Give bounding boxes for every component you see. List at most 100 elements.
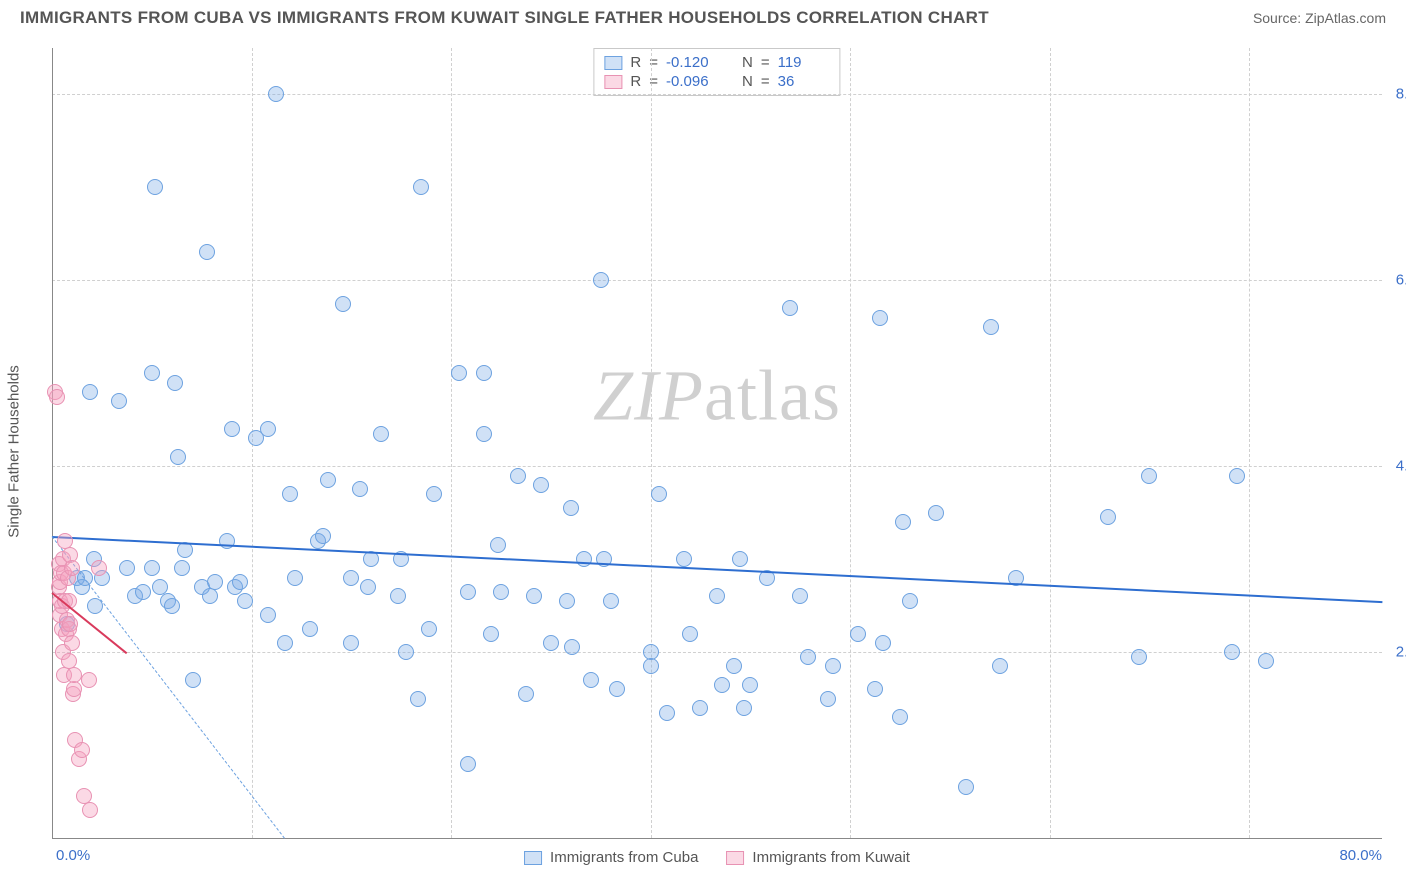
scatter-point bbox=[603, 593, 619, 609]
scatter-point bbox=[895, 514, 911, 530]
scatter-point bbox=[476, 365, 492, 381]
scatter-point bbox=[119, 560, 135, 576]
gridline-vertical bbox=[451, 48, 452, 838]
legend-n-value: 119 bbox=[778, 54, 830, 71]
scatter-point bbox=[91, 560, 107, 576]
scatter-point bbox=[460, 756, 476, 772]
scatter-point bbox=[170, 449, 186, 465]
scatter-point bbox=[343, 635, 359, 651]
legend-swatch bbox=[726, 851, 744, 865]
scatter-point bbox=[174, 560, 190, 576]
scatter-point bbox=[682, 626, 698, 642]
scatter-point bbox=[983, 319, 999, 335]
scatter-point bbox=[476, 426, 492, 442]
scatter-point bbox=[543, 635, 559, 651]
scatter-point bbox=[135, 584, 151, 600]
scatter-point bbox=[315, 528, 331, 544]
gridline-vertical bbox=[1050, 48, 1051, 838]
scatter-point bbox=[62, 616, 78, 632]
scatter-point bbox=[302, 621, 318, 637]
gridline-vertical bbox=[1249, 48, 1250, 838]
scatter-point bbox=[64, 635, 80, 651]
legend-correlation-row: R=-0.120N=119 bbox=[604, 53, 829, 72]
scatter-point bbox=[287, 570, 303, 586]
legend-correlation: R=-0.120N=119R=-0.096N=36 bbox=[593, 48, 840, 96]
legend-series-label: Immigrants from Cuba bbox=[550, 849, 698, 866]
scatter-point bbox=[82, 384, 98, 400]
y-tick-label: 2.0% bbox=[1396, 644, 1406, 661]
scatter-point bbox=[875, 635, 891, 651]
scatter-point bbox=[1131, 649, 1147, 665]
scatter-point bbox=[199, 244, 215, 260]
scatter-point bbox=[609, 681, 625, 697]
scatter-point bbox=[992, 658, 1008, 674]
scatter-point bbox=[260, 607, 276, 623]
scatter-point bbox=[867, 681, 883, 697]
scatter-point bbox=[82, 802, 98, 818]
scatter-point bbox=[518, 686, 534, 702]
x-axis-line bbox=[52, 838, 1382, 839]
scatter-point bbox=[490, 537, 506, 553]
scatter-point bbox=[564, 639, 580, 655]
scatter-point bbox=[533, 477, 549, 493]
scatter-point bbox=[792, 588, 808, 604]
y-tick-label: 8.0% bbox=[1396, 86, 1406, 103]
scatter-point bbox=[1224, 644, 1240, 660]
chart-area: Single Father Households ZIPatlas R=-0.1… bbox=[52, 48, 1382, 838]
scatter-point bbox=[1100, 509, 1116, 525]
scatter-point bbox=[676, 551, 692, 567]
scatter-point bbox=[207, 574, 223, 590]
scatter-point bbox=[659, 705, 675, 721]
legend-n-value: 36 bbox=[778, 73, 830, 90]
scatter-point bbox=[421, 621, 437, 637]
header: IMMIGRANTS FROM CUBA VS IMMIGRANTS FROM … bbox=[0, 0, 1406, 32]
legend-n-label: N bbox=[742, 54, 753, 71]
scatter-point bbox=[726, 658, 742, 674]
scatter-point bbox=[66, 681, 82, 697]
scatter-point bbox=[483, 626, 499, 642]
scatter-point bbox=[413, 179, 429, 195]
legend-r-value: -0.120 bbox=[666, 54, 718, 71]
scatter-point bbox=[820, 691, 836, 707]
scatter-point bbox=[928, 505, 944, 521]
x-tick-label: 80.0% bbox=[1339, 847, 1382, 864]
scatter-point bbox=[736, 700, 752, 716]
scatter-point bbox=[850, 626, 866, 642]
scatter-point bbox=[202, 588, 218, 604]
legend-series-item: Immigrants from Kuwait bbox=[726, 849, 910, 866]
scatter-plot: ZIPatlas R=-0.120N=119R=-0.096N=36 2.0%4… bbox=[52, 48, 1382, 838]
scatter-point bbox=[64, 560, 80, 576]
scatter-point bbox=[782, 300, 798, 316]
scatter-point bbox=[360, 579, 376, 595]
scatter-point bbox=[390, 588, 406, 604]
scatter-point bbox=[410, 691, 426, 707]
scatter-point bbox=[651, 486, 667, 502]
scatter-point bbox=[583, 672, 599, 688]
scatter-point bbox=[237, 593, 253, 609]
scatter-point bbox=[164, 598, 180, 614]
scatter-point bbox=[343, 570, 359, 586]
scatter-point bbox=[352, 481, 368, 497]
scatter-point bbox=[398, 644, 414, 660]
scatter-point bbox=[593, 272, 609, 288]
scatter-point bbox=[576, 551, 592, 567]
scatter-point bbox=[144, 560, 160, 576]
scatter-point bbox=[825, 658, 841, 674]
legend-correlation-row: R=-0.096N=36 bbox=[604, 72, 829, 91]
scatter-point bbox=[526, 588, 542, 604]
scatter-point bbox=[111, 393, 127, 409]
scatter-point bbox=[493, 584, 509, 600]
legend-swatch bbox=[604, 75, 622, 89]
watermark: ZIPatlas bbox=[593, 354, 841, 437]
legend-r-label: R bbox=[630, 54, 641, 71]
legend-r-value: -0.096 bbox=[666, 73, 718, 90]
scatter-point bbox=[224, 421, 240, 437]
scatter-point bbox=[510, 468, 526, 484]
scatter-point bbox=[714, 677, 730, 693]
y-tick-label: 6.0% bbox=[1396, 272, 1406, 289]
scatter-point bbox=[742, 677, 758, 693]
source-attribution: Source: ZipAtlas.com bbox=[1253, 10, 1386, 26]
scatter-point bbox=[144, 365, 160, 381]
scatter-point bbox=[692, 700, 708, 716]
scatter-point bbox=[872, 310, 888, 326]
